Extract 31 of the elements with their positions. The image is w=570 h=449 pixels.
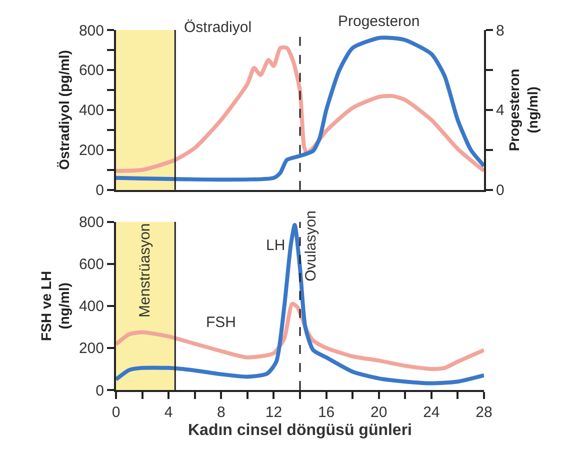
band-label: Menstrüasyon	[136, 223, 154, 318]
y-tick-label: 200	[78, 142, 104, 160]
series-label: FSH	[206, 314, 236, 331]
y-tick-label: 800	[78, 22, 104, 40]
x-tick-label: 4	[164, 404, 173, 421]
y-tick-label: 400	[78, 298, 104, 316]
y2-axis-title: Progesteron (ng/ml)	[506, 68, 540, 152]
ref-line-label: Ovulasyon	[302, 210, 320, 282]
x-tick-label: 8	[216, 404, 226, 421]
series-label: Östradiyol	[184, 19, 252, 36]
y-tick-label: 0	[96, 382, 104, 400]
series-label: Progesteron	[338, 13, 420, 30]
x-tick-label: 20	[370, 404, 388, 421]
x-tick-label: 24	[423, 404, 440, 421]
x-tick-label: 12	[265, 404, 282, 421]
y-tick-label: 800	[78, 214, 104, 232]
y-axis-title: FSH ve LH (ng/ml)	[38, 270, 72, 341]
x-tick-label: 16	[318, 404, 335, 421]
y-tick-label: 200	[78, 340, 104, 358]
x-tick-label: 0	[112, 404, 120, 421]
y-tick-label: 600	[78, 62, 104, 80]
y-tick-label: 0	[96, 182, 104, 200]
y2-tick-label: 4	[496, 102, 504, 120]
x-tick-label: 28	[476, 404, 492, 421]
series-label: LH	[266, 237, 286, 254]
y2-tick-label: 0	[496, 182, 504, 200]
y-tick-label: 600	[78, 256, 104, 274]
y2-tick-label: 8	[496, 22, 504, 40]
y-axis-title: Östradiyol (pg/ml)	[56, 50, 72, 170]
x-axis-title: Kadın cinsel döngüsü günleri	[188, 422, 412, 440]
y-tick-label: 400	[78, 102, 104, 120]
